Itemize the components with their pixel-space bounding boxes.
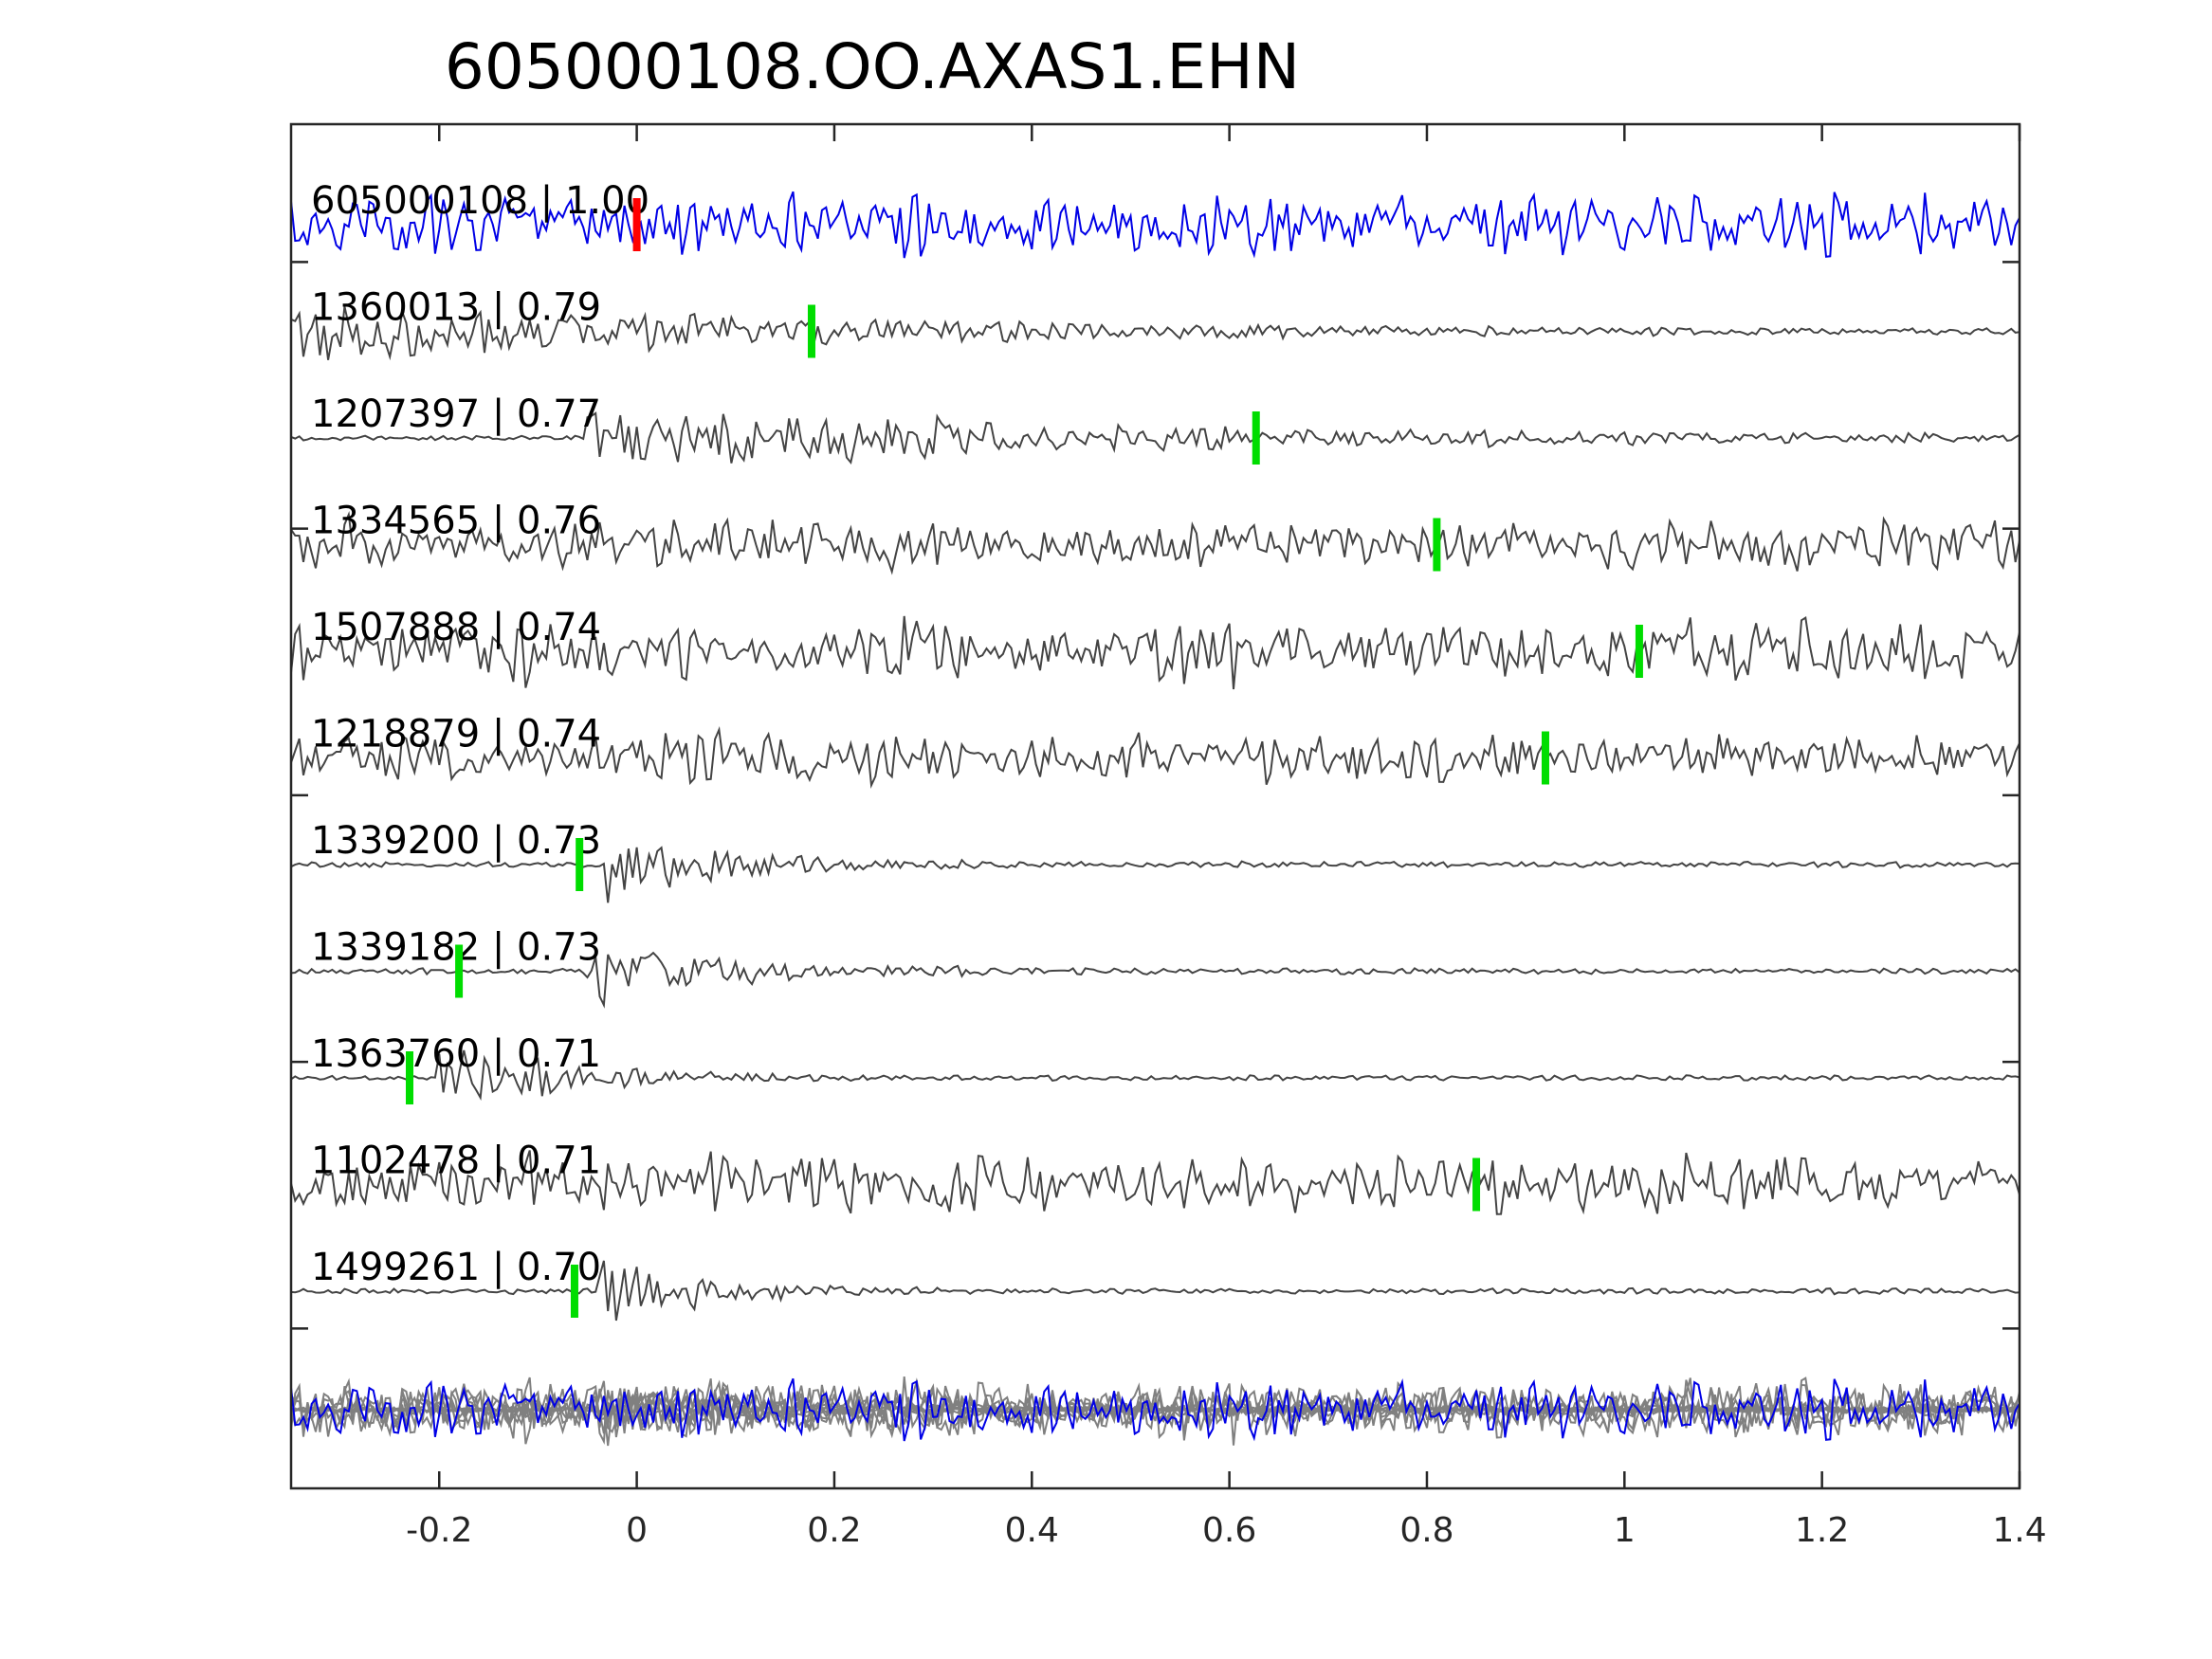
trace-label: 1363760 | 0.71 <box>311 1032 601 1076</box>
waveform-trace <box>290 1150 2020 1215</box>
waveform-trace <box>290 510 2020 575</box>
waveform-trace <box>290 615 2020 690</box>
x-tick-label: 1 <box>1614 1511 1636 1550</box>
x-tick-label: -0.2 <box>406 1511 472 1550</box>
x-tick-label: 0.4 <box>1005 1511 1059 1550</box>
overlay-group <box>290 1376 2020 1447</box>
trace-label: 1499261 | 0.70 <box>311 1246 601 1289</box>
x-axis-ticks: -0.2 0 0.2 0.4 0.6 0.8 1 1.2 1.4 <box>406 124 2047 1550</box>
x-tick-label: 0.6 <box>1202 1511 1256 1550</box>
trace-label: 1218879 | 0.74 <box>311 713 601 757</box>
trace-label: 605000108 | 1.00 <box>311 179 649 223</box>
waveform-trace <box>290 725 2020 790</box>
trace-label: 1339200 | 0.73 <box>311 819 601 863</box>
x-tick-label: 0.2 <box>807 1511 861 1550</box>
overlay-trace <box>290 1376 2020 1439</box>
x-tick-label: 1.4 <box>1992 1511 2046 1550</box>
waveform-trace <box>290 191 2020 259</box>
waveform-trace <box>290 951 2020 1009</box>
trace-labels: 605000108 | 1.00 1360013 | 0.79 1207397 | … <box>311 179 649 1289</box>
chart-title: 605000108.OO.AXAS1.EHN <box>445 30 1300 103</box>
waveform-trace <box>290 411 2020 465</box>
x-tick-label: 0 <box>626 1511 648 1550</box>
x-tick-label: 0.8 <box>1399 1511 1453 1550</box>
trace-label: 1207397 | 0.77 <box>311 392 601 436</box>
trace-label: 1507888 | 0.74 <box>311 606 601 649</box>
pick-markers <box>406 198 1643 1318</box>
overlay-reference-trace <box>290 1377 2020 1442</box>
trace-label: 1360013 | 0.79 <box>311 286 601 330</box>
y-axis-ticks <box>291 261 2020 1330</box>
trace-label: 1102478 | 0.71 <box>311 1139 601 1183</box>
x-tick-label: 1.2 <box>1795 1511 1849 1550</box>
waveform-trace <box>290 1049 2020 1102</box>
waveform-trace <box>290 1260 2020 1322</box>
axes-box <box>289 122 2021 1490</box>
trace-label: 1334565 | 0.76 <box>311 500 601 543</box>
waveform-trace <box>290 305 2020 361</box>
